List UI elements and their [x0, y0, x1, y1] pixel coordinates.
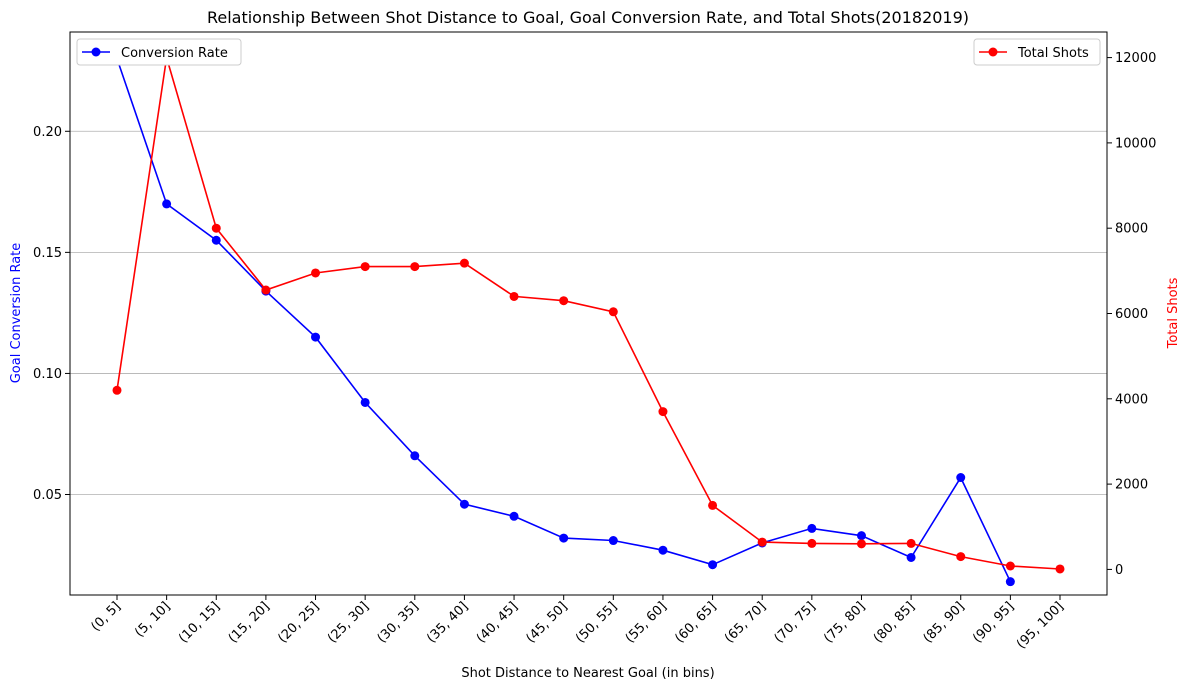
line-total-shots: [116, 57, 1061, 570]
point-conversion-rate: [211, 235, 221, 245]
point-total-shots: [856, 539, 866, 549]
point-conversion-rate: [608, 536, 618, 546]
right-axis: 0 2000 4000 6000 8000 10000 12000: [1107, 51, 1156, 578]
point-conversion-rate: [311, 332, 321, 342]
grid: [70, 130, 1107, 495]
legend-box-left: [76, 38, 242, 66]
point-total-shots: [261, 285, 271, 295]
legend-conversion-rate: Conversion Rate: [76, 38, 242, 66]
point-total-shots: [757, 537, 767, 547]
point-total-shots: [459, 258, 469, 268]
point-conversion-rate: [658, 545, 668, 555]
right-tick-label: 2000: [1115, 478, 1148, 493]
point-total-shots: [559, 296, 569, 306]
right-tick-label: 0: [1115, 563, 1123, 578]
legend-total-shots: Total Shots: [973, 38, 1101, 66]
right-tick-label: 4000: [1115, 392, 1148, 407]
point-total-shots: [658, 407, 668, 417]
left-tick-label: 0.05: [33, 488, 62, 503]
legend-marker-total-shots: [988, 47, 998, 57]
chart-title: Relationship Between Shot Distance to Go…: [207, 8, 969, 27]
point-total-shots: [509, 291, 519, 301]
point-conversion-rate: [856, 531, 866, 541]
point-conversion-rate: [956, 473, 966, 483]
legend-label-total-shots: Total Shots: [1017, 46, 1089, 61]
point-conversion-rate: [410, 451, 420, 461]
point-total-shots: [360, 262, 370, 272]
point-conversion-rate: [708, 560, 718, 570]
right-tick-label: 10000: [1115, 136, 1156, 151]
point-total-shots: [311, 268, 321, 278]
left-tick-label: 0.10: [33, 367, 62, 382]
x-axis-label: Shot Distance to Nearest Goal (in bins): [461, 666, 714, 681]
right-axis-label: Total Shots: [1166, 277, 1181, 349]
point-total-shots: [1005, 561, 1015, 571]
left-axis-label: Goal Conversion Rate: [9, 243, 24, 384]
point-conversion-rate: [509, 511, 519, 521]
series-layer: [112, 53, 1065, 587]
legend-label-conversion-rate: Conversion Rate: [121, 46, 228, 61]
point-total-shots: [956, 552, 966, 562]
left-tick-label: 0.15: [33, 246, 62, 261]
point-total-shots: [1055, 564, 1065, 574]
point-total-shots: [608, 307, 618, 317]
point-conversion-rate: [1005, 577, 1015, 587]
left-axis: 0.05 0.10 0.15 0.20: [33, 125, 70, 503]
point-total-shots: [807, 538, 817, 548]
point-total-shots: [708, 500, 718, 510]
right-tick-label: 8000: [1115, 222, 1148, 237]
point-conversion-rate: [906, 552, 916, 562]
point-conversion-rate: [559, 533, 569, 543]
legend-box-right: [973, 38, 1101, 66]
point-total-shots: [410, 262, 420, 272]
point-total-shots: [112, 385, 122, 395]
left-tick-label: 0.20: [33, 125, 62, 140]
right-tick-label: 12000: [1115, 51, 1156, 66]
point-conversion-rate: [360, 397, 370, 407]
point-total-shots: [211, 223, 221, 233]
legend-marker-conversion-rate: [91, 47, 101, 57]
point-total-shots: [906, 538, 916, 548]
point-conversion-rate: [459, 499, 469, 509]
point-conversion-rate: [162, 199, 172, 209]
right-tick-label: 6000: [1115, 307, 1148, 322]
point-conversion-rate: [807, 523, 817, 533]
